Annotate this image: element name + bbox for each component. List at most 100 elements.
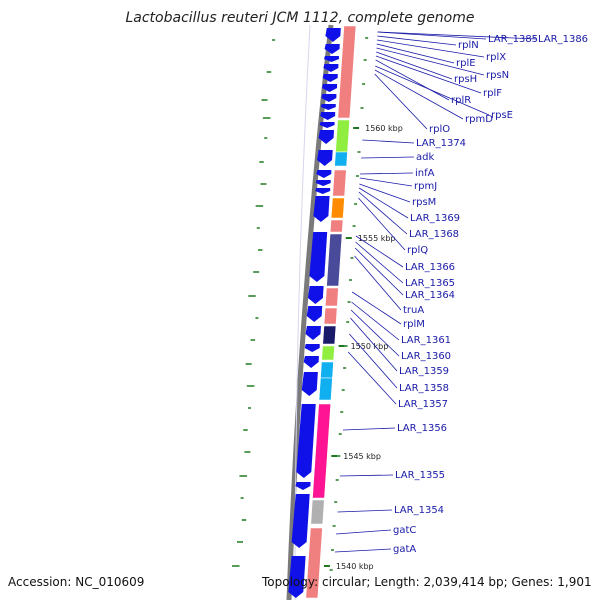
feature-block <box>326 233 343 287</box>
gene-label: LAR_1365 <box>405 278 455 289</box>
backbone-arc <box>286 24 334 600</box>
cds-arrow <box>307 286 324 304</box>
gene-label: rplF <box>483 88 502 99</box>
gene-connector <box>354 247 404 296</box>
gene-connector <box>355 241 404 284</box>
gene-connector <box>375 55 482 94</box>
feature-block <box>334 151 348 167</box>
gene-label: LAR_1364 <box>405 290 455 301</box>
feature-block <box>318 377 333 401</box>
cds-arrow <box>320 104 336 110</box>
cds-arrow <box>309 232 328 282</box>
gene-connector <box>351 301 400 341</box>
tick-label: 1540 kbp <box>336 562 374 571</box>
gene-connector <box>347 351 397 405</box>
gene-label: rpsH <box>454 74 477 85</box>
gene-label: LAR_1368 <box>409 229 459 240</box>
tick-label: 1545 kbp <box>343 452 381 461</box>
cds-arrow <box>316 170 332 178</box>
cds-arrow <box>318 130 334 144</box>
feature-block <box>335 119 350 153</box>
cds-arrow <box>322 84 338 92</box>
cds-arrow <box>319 122 335 128</box>
cds-arrow <box>301 372 318 396</box>
gene-connector <box>355 235 404 268</box>
cds-arrow <box>303 356 319 368</box>
gene-connector <box>358 187 409 219</box>
gene-label: adk <box>416 152 434 163</box>
gene-connector <box>337 509 393 513</box>
gene-label: LAR_1386 <box>538 34 588 45</box>
gene-label: truA <box>403 305 424 316</box>
feature-block <box>329 219 344 233</box>
cds-arrow <box>305 326 321 340</box>
gene-label: LAR_1361 <box>401 335 451 346</box>
feature-block <box>337 25 357 119</box>
tick-label: 1560 kbp <box>365 124 403 133</box>
feature-block <box>321 345 335 361</box>
cds-arrow <box>291 494 310 548</box>
cds-arrow <box>304 344 320 352</box>
cds-arrow <box>317 150 333 166</box>
feature-block <box>305 527 323 599</box>
gene-label: rpsM <box>412 197 436 208</box>
gene-connector <box>376 43 455 64</box>
gene-connector <box>350 317 398 372</box>
tick-label: 1555 kbp <box>358 234 396 243</box>
gene-label: rpmJ <box>414 181 437 192</box>
feature-block <box>310 499 325 525</box>
feature-block <box>332 169 347 197</box>
cds-arrow <box>324 44 340 54</box>
gene-connector <box>374 73 428 130</box>
gene-label: rpsE <box>491 110 513 121</box>
gene-label: rplN <box>458 40 479 51</box>
feature-block <box>330 197 345 219</box>
accession-text: Accession: NC_010609 <box>8 575 145 589</box>
gene-connector <box>349 333 398 389</box>
gene-connector <box>362 139 415 144</box>
cds-arrow <box>306 306 323 322</box>
gene-label: gatA <box>393 544 416 555</box>
gene-label: rplM <box>403 319 425 330</box>
gene-connector <box>358 197 406 251</box>
gene-connector <box>360 172 414 175</box>
gene-label: LAR_1358 <box>399 383 449 394</box>
gene-connector <box>339 474 394 477</box>
cds-arrow <box>325 28 341 42</box>
gene-connector <box>375 65 490 116</box>
gene-label: infA <box>415 168 435 179</box>
gene-connector <box>350 309 400 357</box>
gene-label: LAR_1360 <box>401 351 451 362</box>
gene-connector <box>376 39 485 58</box>
gene-label: rplR <box>451 95 471 106</box>
cds-arrow <box>313 196 330 222</box>
feature-block <box>312 403 332 499</box>
cds-arrow <box>288 556 306 598</box>
gene-label: LAR_1374 <box>416 138 466 149</box>
gene-label: gatC <box>393 525 416 536</box>
gene-label: LAR_1359 <box>399 366 449 377</box>
gene-connector <box>377 35 457 46</box>
tick-label: 1550 kbp <box>351 342 389 351</box>
gene-label: rpmD <box>465 114 493 125</box>
map-title: Lactobacillus reuteri JCM 1112, complete… <box>125 10 475 26</box>
feature-block <box>323 307 338 325</box>
gene-connector <box>334 548 392 553</box>
gene-connector <box>376 51 453 80</box>
cds-arrow <box>295 482 311 490</box>
gene-connector <box>354 255 402 311</box>
topology-text: Topology: circular; Length: 2,039,414 bp… <box>262 575 592 589</box>
feature-block <box>322 325 337 345</box>
cds-arrow <box>324 56 340 62</box>
gene-label: LAR_1357 <box>398 399 448 410</box>
feature-block <box>320 361 334 379</box>
cds-arrow <box>315 188 331 194</box>
cds-arrow <box>323 64 339 72</box>
feature-block <box>324 287 339 307</box>
gene-connector <box>377 31 537 40</box>
cds-arrow <box>296 404 316 478</box>
gene-connector <box>359 183 411 203</box>
cds-arrow <box>321 94 337 102</box>
